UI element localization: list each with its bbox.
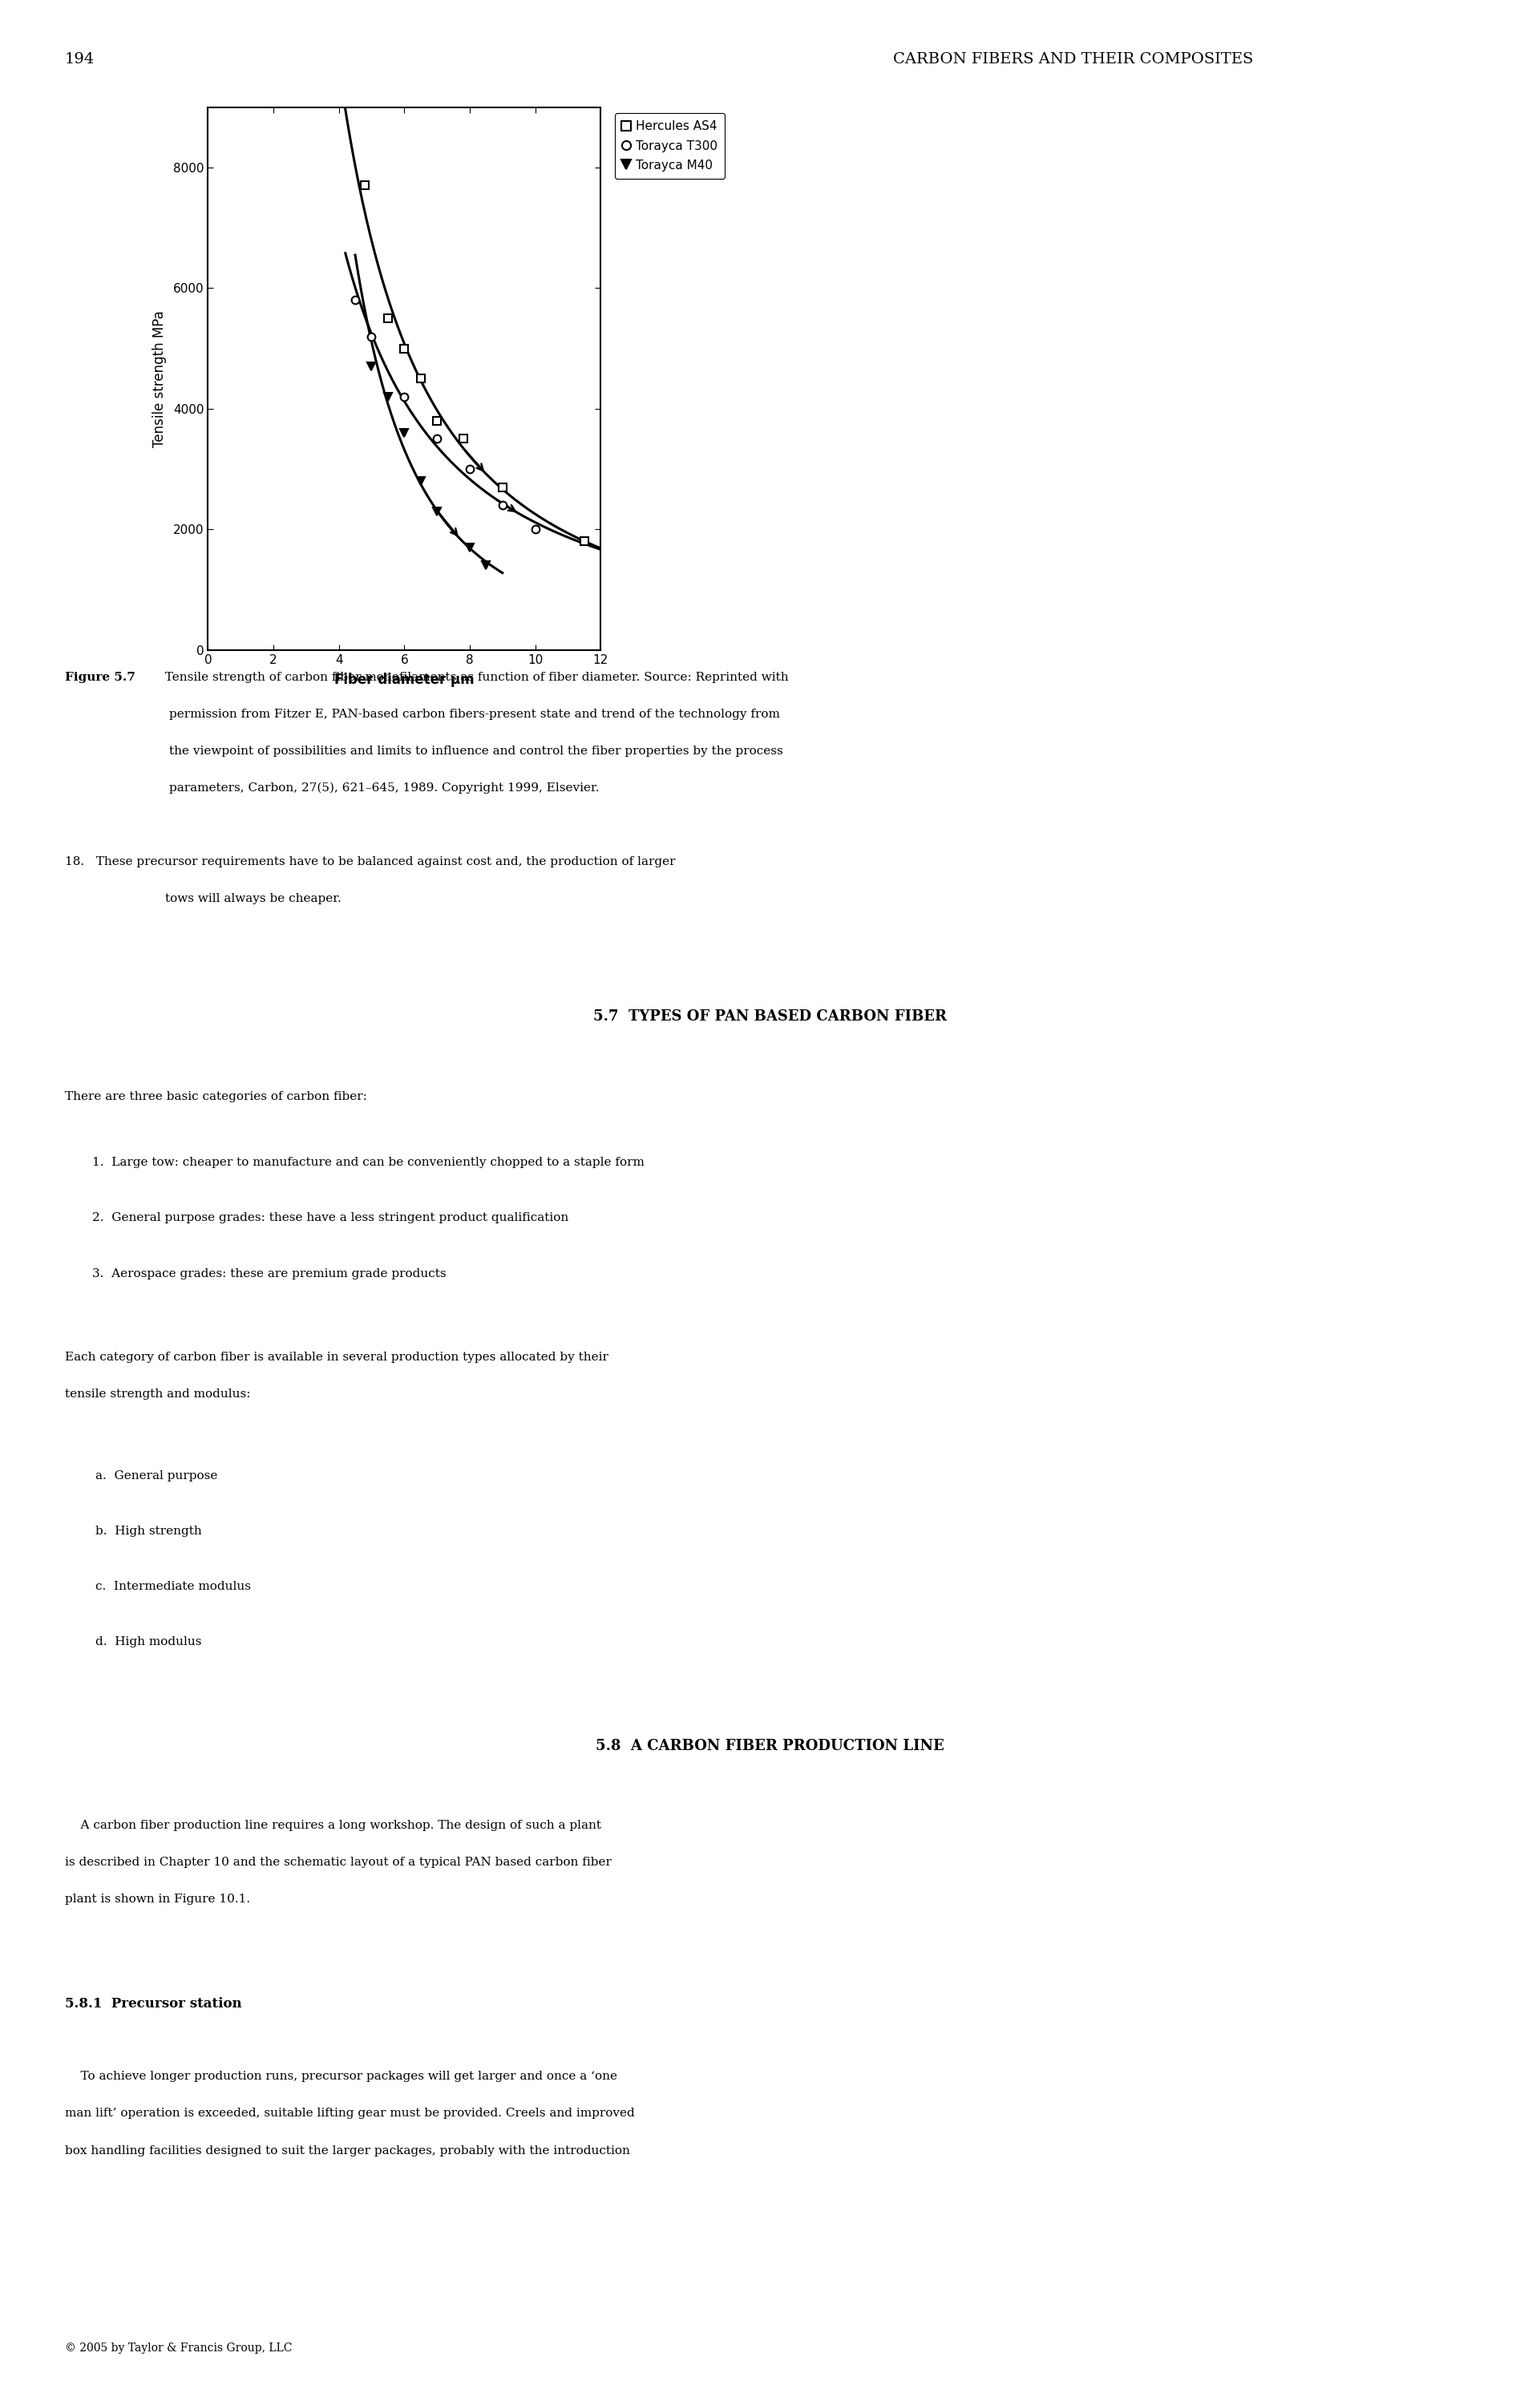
Text: © 2005 by Taylor & Francis Group, LLC: © 2005 by Taylor & Francis Group, LLC xyxy=(65,2343,293,2355)
Text: a.  General purpose: a. General purpose xyxy=(95,1469,217,1481)
Y-axis label: Tensile strength MPa: Tensile strength MPa xyxy=(152,310,166,448)
Text: 5.8.1  Precursor station: 5.8.1 Precursor station xyxy=(65,1998,242,2012)
Text: To achieve longer production runs, precursor packages will get larger and once a: To achieve longer production runs, precu… xyxy=(65,2071,618,2083)
Text: There are three basic categories of carbon fiber:: There are three basic categories of carb… xyxy=(65,1090,367,1102)
Text: 194: 194 xyxy=(65,52,94,67)
Text: parameters, Carbon, 27(5), 621–645, 1989. Copyright 1999, Elsevier.: parameters, Carbon, 27(5), 621–645, 1989… xyxy=(169,781,599,793)
Text: plant is shown in Figure 10.1.: plant is shown in Figure 10.1. xyxy=(65,1893,249,1905)
Text: 5.7  TYPES OF PAN BASED CARBON FIBER: 5.7 TYPES OF PAN BASED CARBON FIBER xyxy=(593,1010,947,1024)
Text: CARBON FIBERS AND THEIR COMPOSITES: CARBON FIBERS AND THEIR COMPOSITES xyxy=(893,52,1254,67)
Text: man lift’ operation is exceeded, suitable lifting gear must be provided. Creels : man lift’ operation is exceeded, suitabl… xyxy=(65,2107,634,2119)
X-axis label: Fiber diameter μm: Fiber diameter μm xyxy=(334,671,474,688)
Text: Figure 5.7: Figure 5.7 xyxy=(65,671,136,683)
Text: d.  High modulus: d. High modulus xyxy=(95,1636,202,1648)
Text: c.  Intermediate modulus: c. Intermediate modulus xyxy=(95,1581,251,1593)
Text: Tensile strength of carbon fiber monofilaments as function of fiber diameter. So: Tensile strength of carbon fiber monofil… xyxy=(157,671,788,683)
Legend: Hercules AS4, Torayca T300, Torayca M40: Hercules AS4, Torayca T300, Torayca M40 xyxy=(614,114,724,179)
Text: A carbon fiber production line requires a long workshop. The design of such a pl: A carbon fiber production line requires … xyxy=(65,1819,601,1831)
Text: box handling facilities designed to suit the larger packages, probably with the : box handling facilities designed to suit… xyxy=(65,2145,630,2157)
Text: the viewpoint of possibilities and limits to influence and control the fiber pro: the viewpoint of possibilities and limit… xyxy=(169,745,784,757)
Text: 5.8  A CARBON FIBER PRODUCTION LINE: 5.8 A CARBON FIBER PRODUCTION LINE xyxy=(596,1738,944,1752)
Text: 1.  Large tow: cheaper to manufacture and can be conveniently chopped to a stapl: 1. Large tow: cheaper to manufacture and… xyxy=(92,1157,645,1169)
Text: 2.  General purpose grades: these have a less stringent product qualification: 2. General purpose grades: these have a … xyxy=(92,1212,568,1224)
Text: 3.  Aerospace grades: these are premium grade products: 3. Aerospace grades: these are premium g… xyxy=(92,1269,447,1279)
Text: b.  High strength: b. High strength xyxy=(95,1526,202,1536)
Text: 18.   These precursor requirements have to be balanced against cost and, the pro: 18. These precursor requirements have to… xyxy=(65,857,675,867)
Text: is described in Chapter 10 and the schematic layout of a typical PAN based carbo: is described in Chapter 10 and the schem… xyxy=(65,1857,611,1869)
Text: Each category of carbon fiber is available in several production types allocated: Each category of carbon fiber is availab… xyxy=(65,1352,608,1362)
Text: tensile strength and modulus:: tensile strength and modulus: xyxy=(65,1388,251,1400)
Text: permission from Fitzer E, PAN-based carbon fibers-present state and trend of the: permission from Fitzer E, PAN-based carb… xyxy=(169,707,781,719)
Text: tows will always be cheaper.: tows will always be cheaper. xyxy=(134,893,342,905)
